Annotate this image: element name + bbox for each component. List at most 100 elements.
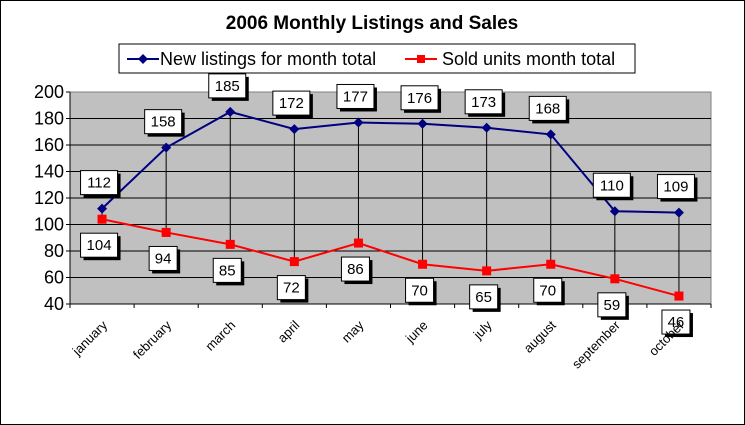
label-box — [80, 170, 119, 196]
sold-data-label: 70 — [533, 277, 565, 306]
listings-data-label: 168 — [528, 95, 570, 124]
label-box — [400, 85, 439, 111]
label-text: 112 — [87, 175, 111, 192]
label-box — [80, 232, 119, 258]
listings-data-label: 109 — [656, 174, 698, 202]
sold-point — [610, 274, 620, 284]
x-tick-label: february — [130, 317, 175, 362]
sold-data-label: 46 — [661, 309, 693, 338]
label-box — [276, 275, 306, 301]
label-box — [528, 95, 567, 121]
sold-data-label: 72 — [276, 275, 309, 303]
label-text: 177 — [343, 88, 368, 105]
x-tick-label: may — [339, 317, 367, 345]
y-tick-label: 40 — [44, 294, 64, 314]
label-box — [336, 83, 375, 109]
label-text: 70 — [411, 282, 428, 299]
legend: New listings for month total Sold units … — [118, 43, 636, 74]
data-labels: 112 104 158 94 185 85 172 72 177 86 176 70 173 65 168 7… — [80, 73, 698, 338]
sold-point — [289, 257, 299, 267]
label-text: 173 — [471, 94, 496, 111]
legend-marker-listings — [138, 54, 148, 64]
listings-point — [289, 124, 300, 135]
listings-point — [353, 117, 364, 128]
y-tick-label: 120 — [34, 188, 64, 208]
label-box — [208, 73, 247, 99]
sold-point — [353, 238, 363, 248]
label-box — [656, 174, 695, 200]
drop-lines — [101, 111, 680, 297]
label-box — [469, 284, 499, 310]
sold-point — [225, 239, 235, 249]
listings-point — [225, 106, 236, 117]
y-tick-label: 200 — [34, 82, 64, 102]
label-text: 86 — [347, 261, 364, 278]
listings-point — [481, 122, 492, 133]
label-text: 158 — [151, 114, 176, 131]
y-tick-label: 160 — [34, 135, 64, 155]
sold-line — [101, 218, 680, 298]
listings-data-label: 112 — [80, 170, 121, 198]
sold-data-label: 86 — [340, 256, 373, 285]
x-tick-label: july — [470, 317, 495, 342]
legend-marker-sold — [417, 55, 425, 63]
label-box — [464, 89, 503, 115]
x-tick-label: june — [402, 318, 431, 347]
label-text: 176 — [407, 90, 432, 107]
x-tick-label: march — [202, 318, 238, 354]
listings-point — [673, 207, 684, 218]
sold-data-label: 65 — [469, 284, 501, 312]
label-text: 110 — [600, 177, 624, 194]
label-text: 70 — [539, 282, 556, 299]
label-text: 59 — [604, 297, 621, 314]
y-tick-label: 140 — [34, 162, 64, 182]
listings-point — [161, 142, 172, 153]
listings-data-label: 185 — [208, 73, 249, 101]
listings-point — [417, 118, 428, 129]
sold-point — [482, 266, 492, 276]
label-text: 85 — [219, 262, 236, 279]
label-box — [405, 277, 435, 303]
legend-label-listings: New listings for month total — [160, 49, 376, 69]
x-tick-label: september — [569, 317, 624, 372]
sold-data-label: 104 — [80, 232, 121, 261]
y-tick-label: 80 — [44, 241, 64, 261]
sold-data-label: 59 — [597, 292, 629, 320]
sold-point — [97, 214, 107, 224]
legend-box — [118, 43, 636, 74]
sold-point — [674, 291, 684, 301]
listings-data-label: 158 — [144, 109, 185, 137]
label-text: 104 — [87, 237, 112, 254]
sold-data-label: 70 — [405, 277, 437, 306]
label-text: 109 — [663, 179, 688, 196]
x-tick-label: january — [69, 317, 111, 359]
label-box — [592, 172, 631, 198]
listings-data-label: 110 — [592, 172, 634, 201]
label-box — [148, 245, 178, 271]
markers — [97, 106, 684, 301]
label-text: 168 — [535, 100, 560, 117]
label-box — [661, 309, 691, 335]
label-text: 65 — [475, 289, 492, 306]
label-box — [597, 292, 627, 318]
listings-data-label: 177 — [336, 83, 377, 112]
label-box — [340, 256, 370, 282]
listings-point — [609, 206, 620, 217]
label-box — [272, 90, 311, 116]
y-axis-ticks: 40 60 80 100 120 140 160 180 200 — [34, 82, 70, 314]
sold-data-label: 94 — [148, 245, 181, 274]
label-box — [144, 109, 183, 135]
series-lines — [101, 110, 680, 298]
listings-data-label: 172 — [272, 90, 313, 119]
sold-point — [418, 259, 428, 269]
label-box — [212, 257, 242, 283]
legend-label-sold: Sold units month total — [442, 49, 615, 69]
label-box — [533, 277, 563, 303]
x-tick-label: april — [274, 317, 302, 345]
y-tick-label: 60 — [44, 268, 64, 288]
listings-point — [97, 203, 108, 214]
label-text: 46 — [668, 314, 685, 331]
sold-point — [546, 259, 556, 269]
y-tick-label: 100 — [34, 215, 64, 235]
